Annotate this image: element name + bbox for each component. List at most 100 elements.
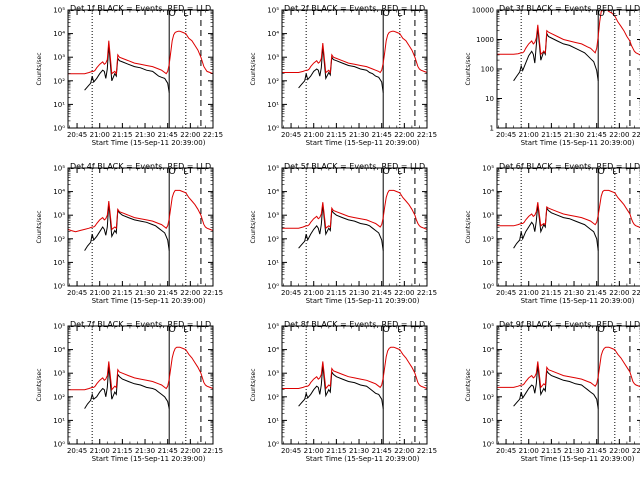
- event-marker-label: L: [397, 325, 402, 335]
- event-marker-label: O: [383, 9, 390, 19]
- lld-series-line: [497, 9, 640, 56]
- lld-series-line: [68, 346, 214, 391]
- x-tick-label: 21:00: [519, 447, 539, 455]
- x-tick-label: 21:15: [326, 289, 346, 297]
- panel-title: Det 8f BLACK = Events, RED = LLD: [284, 320, 425, 329]
- x-tick-label: 22:15: [632, 447, 640, 455]
- y-tick-label: 100: [481, 66, 494, 74]
- y-tick-label: 10⁴: [267, 188, 279, 196]
- lld-series-line: [68, 30, 214, 76]
- y-tick-label: 10⁴: [53, 346, 65, 354]
- x-tick-label: 21:00: [304, 447, 324, 455]
- x-axis-label: Start Time (15-Sep-11 20:39:00): [521, 455, 635, 463]
- y-tick-label: 1: [490, 125, 494, 133]
- events-series-line: [84, 366, 170, 409]
- y-tick-label: 10⁰: [267, 283, 279, 291]
- x-tick-label: 21:30: [135, 447, 155, 455]
- y-tick-label: 10²: [482, 235, 494, 243]
- plot-frame: [496, 9, 640, 129]
- x-tick-label: 20:45: [281, 289, 301, 297]
- lld-series-line: [497, 189, 640, 228]
- x-tick-label: 21:30: [564, 289, 584, 297]
- x-tick-label: 20:45: [496, 289, 516, 297]
- x-tick-label: 21:00: [519, 131, 539, 139]
- x-tick-label: 21:00: [304, 131, 324, 139]
- x-tick-label: 22:00: [180, 289, 200, 297]
- panel-title: Det 7f BLACK = Events, RED = LLD: [70, 320, 211, 329]
- x-tick-label: 21:15: [112, 447, 132, 455]
- x-tick-label: 21:30: [349, 289, 369, 297]
- event-marker-label: L: [612, 325, 617, 335]
- y-tick-label: 10¹: [53, 417, 65, 425]
- x-tick-label: 21:45: [372, 131, 392, 139]
- y-tick-label: 10⁰: [53, 125, 65, 133]
- y-tick-label: 10¹: [267, 101, 279, 109]
- x-tick-label: 21:30: [135, 131, 155, 139]
- x-tick-label: 20:45: [67, 447, 87, 455]
- detector-panel: 10⁰ 10¹ 10² 10³ 10⁴ 10⁵ 20:45 21:00 21:15 21:30 21…: [250, 4, 437, 147]
- event-marker-label: L: [612, 9, 617, 19]
- y-axis-label: Counts/sec: [465, 368, 472, 401]
- x-tick-label: 21:15: [326, 131, 346, 139]
- x-tick-label: 20:45: [496, 447, 516, 455]
- panel-title: Det 9f BLACK = Events, RED = LLD: [499, 320, 640, 329]
- x-axis-label: Start Time (15-Sep-11 20:39:00): [306, 139, 420, 147]
- panel-title: Det 1f BLACK = Events, RED = LLD: [70, 4, 211, 13]
- x-tick-label: 21:00: [90, 289, 110, 297]
- x-tick-label: 21:30: [564, 131, 584, 139]
- detector-panel: 10⁰ 10¹ 10² 10³ 10⁴ 10⁵ 20:45 21:00 21:15 21:30 21…: [36, 320, 223, 463]
- x-tick-label: 22:00: [180, 131, 200, 139]
- y-tick-label: 10⁴: [53, 30, 65, 38]
- events-series-line: [298, 364, 384, 409]
- y-tick-label: 10: [485, 95, 494, 103]
- event-marker-label: O: [598, 167, 605, 177]
- x-tick-label: 21:45: [587, 447, 607, 455]
- y-axis-label: Counts/sec: [465, 52, 472, 85]
- y-tick-label: 10⁵: [482, 323, 494, 331]
- x-tick-label: 21:00: [519, 289, 539, 297]
- y-tick-label: 10⁰: [267, 441, 279, 449]
- x-tick-label: 21:15: [326, 447, 346, 455]
- x-tick-label: 22:00: [609, 289, 629, 297]
- y-tick-label: 10²: [267, 393, 279, 401]
- x-tick-label: 21:45: [587, 131, 607, 139]
- event-marker-label: O: [383, 167, 390, 177]
- y-tick-label: 10¹: [482, 259, 494, 267]
- x-tick-label: 21:45: [158, 131, 178, 139]
- x-tick-label: 21:45: [587, 289, 607, 297]
- x-tick-label: 22:00: [609, 131, 629, 139]
- x-tick-label: 22:15: [203, 289, 223, 297]
- x-tick-label: 20:45: [496, 131, 516, 139]
- lld-series-line: [67, 189, 214, 233]
- plot-frame: [67, 9, 214, 129]
- lld-series-line: [282, 346, 428, 390]
- y-tick-label: 10⁰: [482, 441, 494, 449]
- x-tick-label: 22:15: [417, 289, 437, 297]
- y-tick-label: 10⁵: [267, 7, 279, 15]
- x-tick-label: 21:30: [349, 131, 369, 139]
- y-tick-label: 10⁵: [53, 7, 65, 15]
- event-marker-label: L: [612, 167, 617, 177]
- y-tick-label: 10³: [53, 212, 65, 220]
- events-series-line: [298, 204, 384, 251]
- y-tick-label: 10⁰: [53, 441, 65, 449]
- y-axis-label: Counts/sec: [36, 368, 43, 401]
- lld-series-line: [282, 30, 428, 74]
- y-axis-label: Counts/sec: [465, 210, 472, 243]
- y-tick-label: 10⁵: [53, 165, 65, 173]
- events-series-line: [84, 45, 170, 93]
- x-tick-label: 21:30: [564, 447, 584, 455]
- panel-title: Det 5f BLACK = Events, RED = LLD: [284, 162, 425, 171]
- x-tick-label: 20:45: [67, 289, 87, 297]
- x-tick-label: 22:00: [394, 289, 414, 297]
- y-tick-label: 10³: [53, 54, 65, 62]
- y-tick-label: 10⁰: [267, 125, 279, 133]
- y-axis-label: Counts/sec: [36, 210, 43, 243]
- x-tick-label: 20:45: [281, 131, 301, 139]
- y-tick-label: 10²: [53, 235, 65, 243]
- x-tick-label: 22:00: [609, 447, 629, 455]
- panel-title: Det 2f BLACK = Events, RED = LLD: [284, 4, 425, 13]
- x-tick-label: 21:45: [372, 447, 392, 455]
- y-tick-label: 10³: [267, 54, 279, 62]
